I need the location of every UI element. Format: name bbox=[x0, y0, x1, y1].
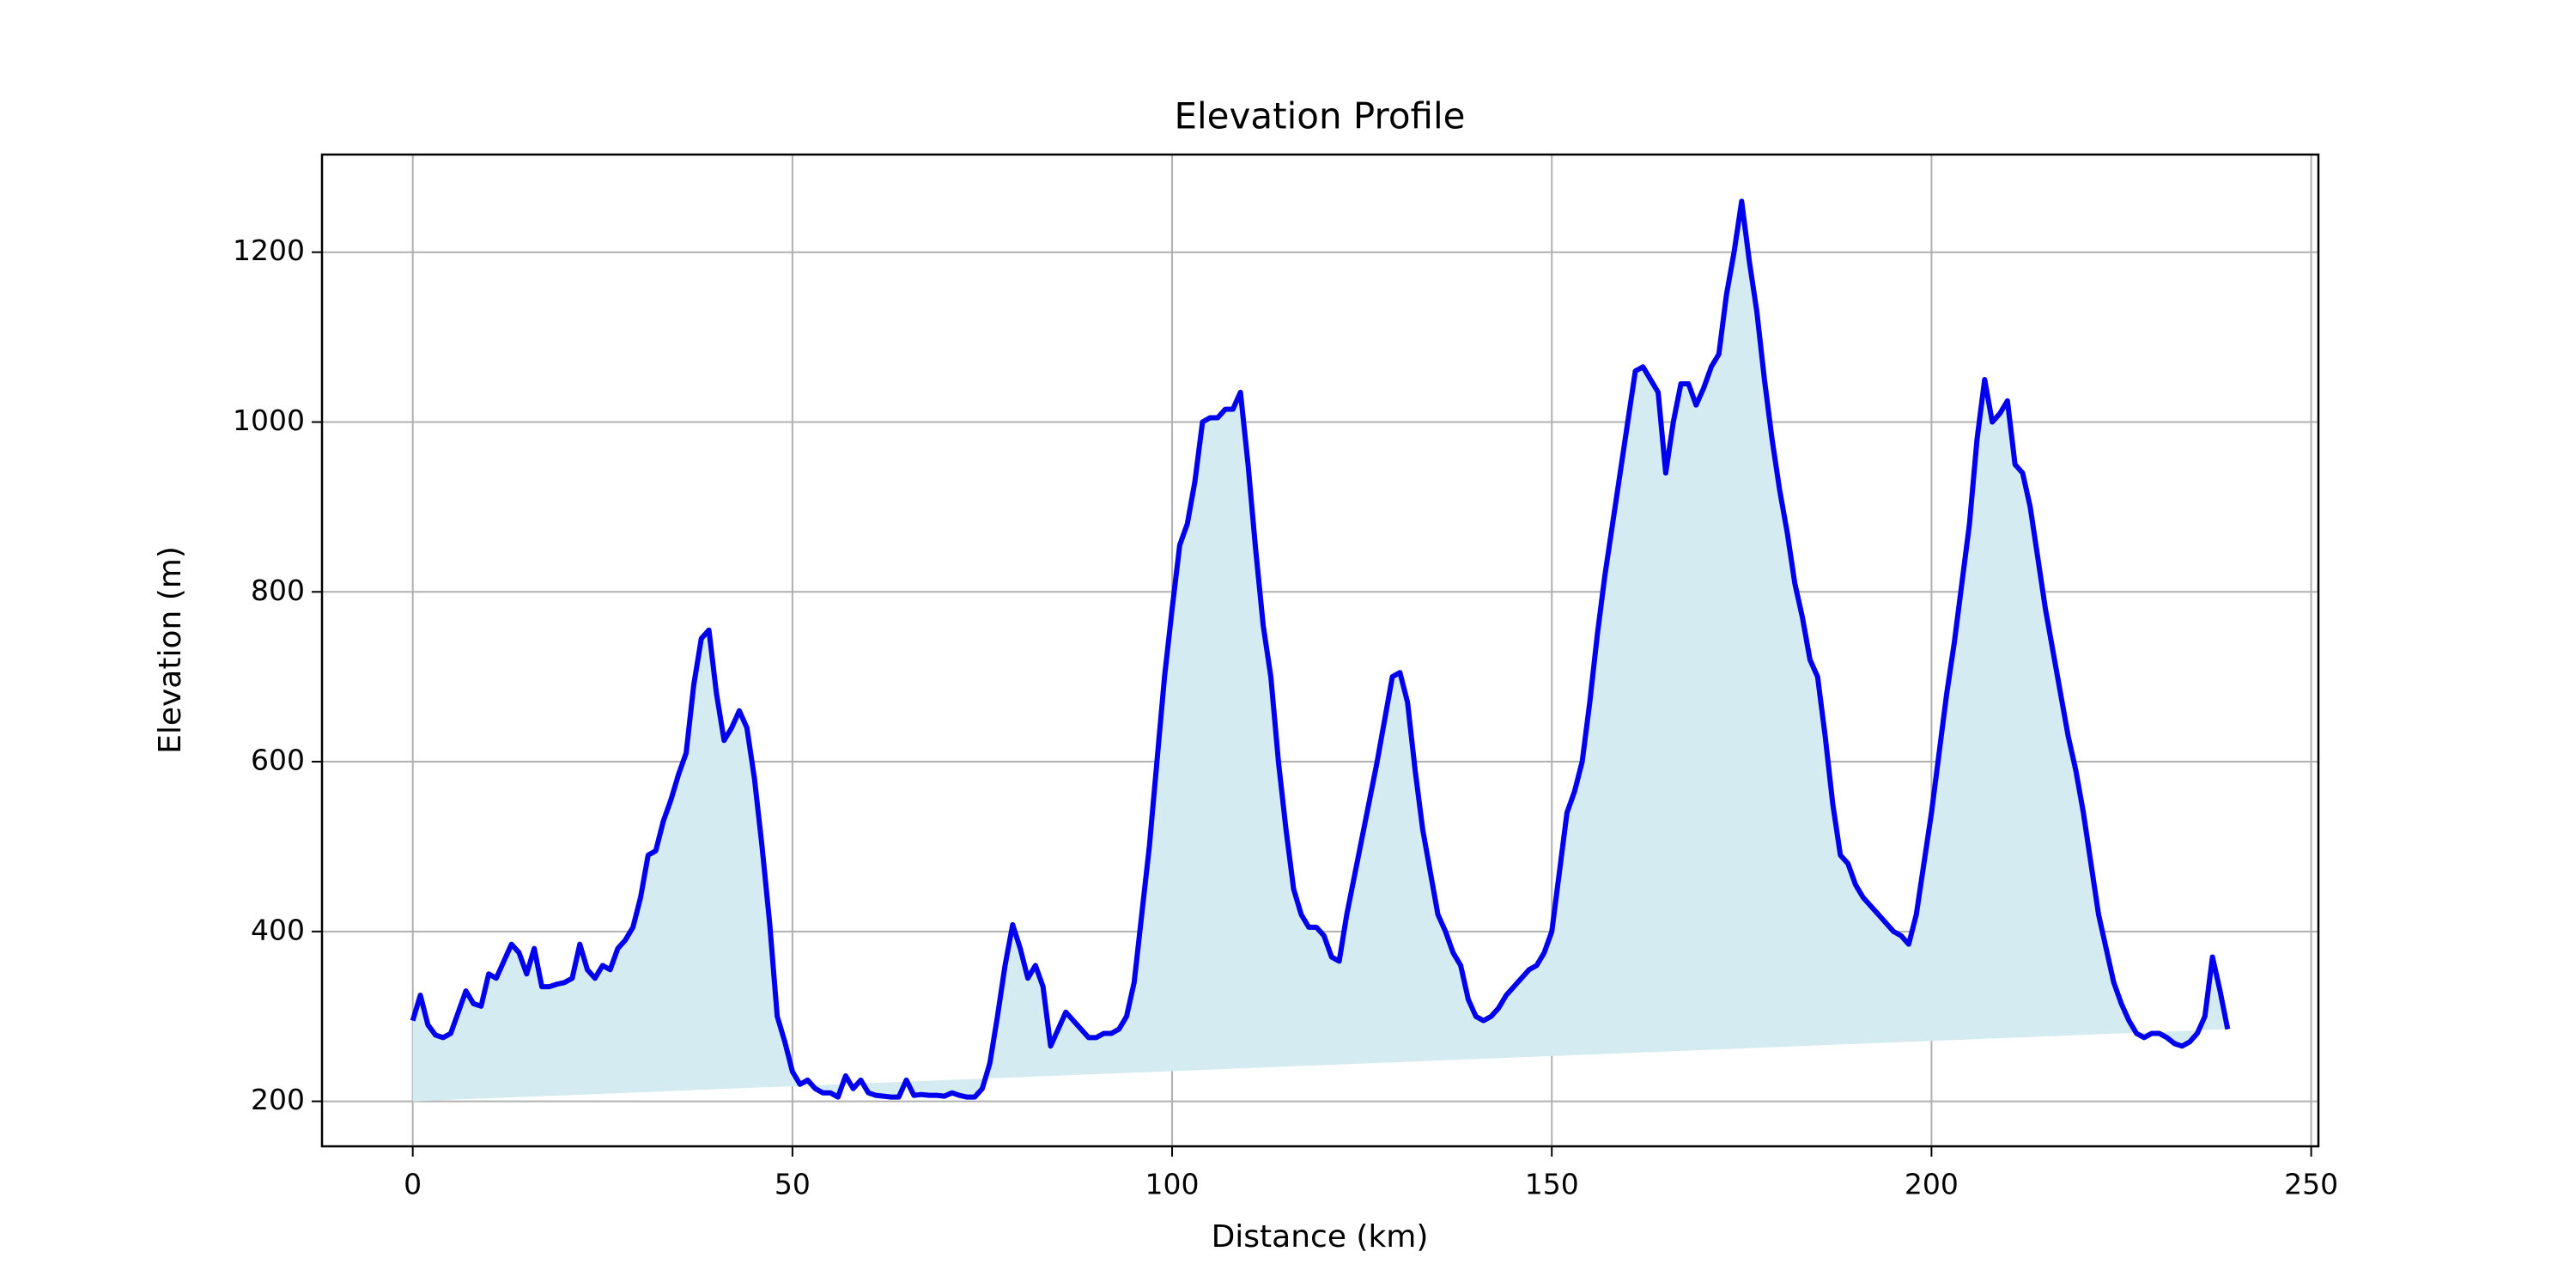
y-tick-label: 800 bbox=[251, 574, 305, 607]
area-fill bbox=[412, 201, 2228, 1102]
y-tick-label: 1200 bbox=[233, 234, 305, 267]
y-tick-label: 400 bbox=[251, 913, 305, 946]
x-axis-label: Distance (km) bbox=[1212, 1219, 1429, 1255]
x-tick-label: 50 bbox=[775, 1168, 811, 1201]
chart-title: Elevation Profile bbox=[1174, 95, 1465, 137]
x-tick-label: 150 bbox=[1525, 1168, 1579, 1201]
y-tick-label: 200 bbox=[251, 1083, 305, 1116]
x-tick-label: 200 bbox=[1905, 1168, 1959, 1201]
x-tick-label: 0 bbox=[404, 1168, 422, 1201]
x-tick-label: 100 bbox=[1145, 1168, 1200, 1201]
x-tick-label: 250 bbox=[2284, 1168, 2338, 1201]
y-tick-label: 1000 bbox=[233, 404, 305, 437]
y-tick-label: 600 bbox=[251, 744, 305, 777]
plot-frame bbox=[320, 153, 2320, 1148]
y-axis-label: Elevation (m) bbox=[153, 546, 188, 754]
elevation-line bbox=[410, 198, 2231, 1100]
